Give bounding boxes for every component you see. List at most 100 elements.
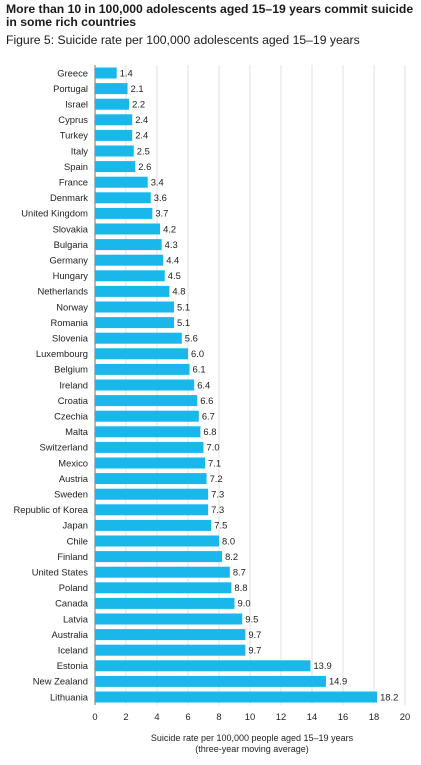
value-label: 6.7 <box>202 411 215 422</box>
category-label: Portugal <box>53 83 88 94</box>
bar <box>95 83 128 95</box>
value-label: 7.3 <box>211 504 224 515</box>
bar <box>95 644 246 656</box>
headline: More than 10 in 100,000 adolescents aged… <box>6 2 414 29</box>
bar <box>95 98 130 110</box>
category-label: Republic of Korea <box>13 504 88 515</box>
bar <box>95 332 182 344</box>
bar <box>95 363 190 375</box>
value-label: 7.3 <box>211 489 224 500</box>
value-label: 13.9 <box>313 660 331 671</box>
category-label: Israel <box>65 99 88 110</box>
x-axis-label: Suicide rate per 100,000 people aged 15–… <box>151 733 354 743</box>
value-label: 2.4 <box>135 130 148 141</box>
category-label: Spain <box>64 161 88 172</box>
x-tick-label: 12 <box>276 711 286 722</box>
category-label: Mexico <box>58 457 88 468</box>
value-label: 6.4 <box>197 379 210 390</box>
bar <box>95 270 165 282</box>
value-label: 3.4 <box>151 177 164 188</box>
category-label: Slovenia <box>52 333 89 344</box>
value-label: 2.6 <box>138 161 151 172</box>
bar <box>95 301 175 313</box>
category-label: Czechia <box>54 411 89 422</box>
bar <box>95 410 199 422</box>
category-label: Italy <box>71 145 89 156</box>
category-label: Austria <box>59 473 89 484</box>
value-label: 18.2 <box>380 691 398 702</box>
x-tick-label: 4 <box>154 711 159 722</box>
category-label: Netherlands <box>37 286 88 297</box>
x-tick-label: 6 <box>185 711 190 722</box>
category-label: Denmark <box>50 192 88 203</box>
category-label: Turkey <box>60 130 89 141</box>
value-label: 6.8 <box>203 426 216 437</box>
category-label: Japan <box>62 520 88 531</box>
category-label: Australia <box>52 629 89 640</box>
x-axis-sublabel: (three-year moving average) <box>195 744 309 754</box>
category-label: Poland <box>59 582 88 593</box>
category-label: Bulgaria <box>54 239 89 250</box>
category-label: Belgium <box>54 364 88 375</box>
category-label: Cyprus <box>58 114 88 125</box>
bar <box>95 504 209 516</box>
x-tick-label: 8 <box>216 711 221 722</box>
value-label: 3.7 <box>155 208 168 219</box>
value-label: 7.0 <box>207 442 220 453</box>
bar <box>95 566 230 578</box>
bar <box>95 67 117 79</box>
bar <box>95 488 209 500</box>
value-label: 4.5 <box>168 270 181 281</box>
bar <box>95 597 235 609</box>
value-label: 2.5 <box>137 145 150 156</box>
value-label: 4.8 <box>172 286 185 297</box>
bar <box>95 473 207 485</box>
value-label: 14.9 <box>329 676 347 687</box>
category-label: Germany <box>49 255 88 266</box>
bar <box>95 691 378 703</box>
category-label: Ireland <box>59 379 88 390</box>
value-label: 9.5 <box>245 613 258 624</box>
bar <box>95 629 246 641</box>
value-label: 8.8 <box>234 582 247 593</box>
value-label: 7.1 <box>208 457 221 468</box>
value-label: 2.4 <box>135 114 148 125</box>
bar <box>95 161 136 173</box>
category-label: Latvia <box>63 613 89 624</box>
value-label: 8.0 <box>222 535 235 546</box>
category-label: Iceland <box>58 645 88 656</box>
category-label: Switzerland <box>40 442 88 453</box>
bar <box>95 660 311 672</box>
category-label: Lithuania <box>50 691 89 702</box>
value-label: 6.0 <box>191 348 204 359</box>
bar <box>95 176 148 188</box>
category-label: New Zealand <box>33 676 88 687</box>
value-label: 9.7 <box>248 629 261 640</box>
category-label: Croatia <box>58 395 89 406</box>
bar <box>95 207 153 219</box>
x-tick-label: 10 <box>245 711 255 722</box>
x-tick-label: 14 <box>307 711 317 722</box>
value-label: 4.4 <box>166 255 179 266</box>
value-label: 5.1 <box>177 317 190 328</box>
value-label: 9.7 <box>248 645 261 656</box>
value-label: 1.4 <box>120 67 133 78</box>
value-label: 2.2 <box>132 99 145 110</box>
x-tick-label: 0 <box>92 711 97 722</box>
value-label: 9.0 <box>238 598 251 609</box>
value-label: 4.3 <box>165 239 178 250</box>
value-label: 7.5 <box>214 520 227 531</box>
bar <box>95 426 201 438</box>
value-label: 5.1 <box>177 301 190 312</box>
category-label: Chile <box>67 535 88 546</box>
bar <box>95 348 188 360</box>
category-label: United States <box>32 567 89 578</box>
bar <box>95 582 232 594</box>
bar <box>95 551 223 563</box>
bar <box>95 129 133 141</box>
x-tick-label: 16 <box>338 711 348 722</box>
value-label: 7.2 <box>210 473 223 484</box>
bar <box>95 441 204 453</box>
